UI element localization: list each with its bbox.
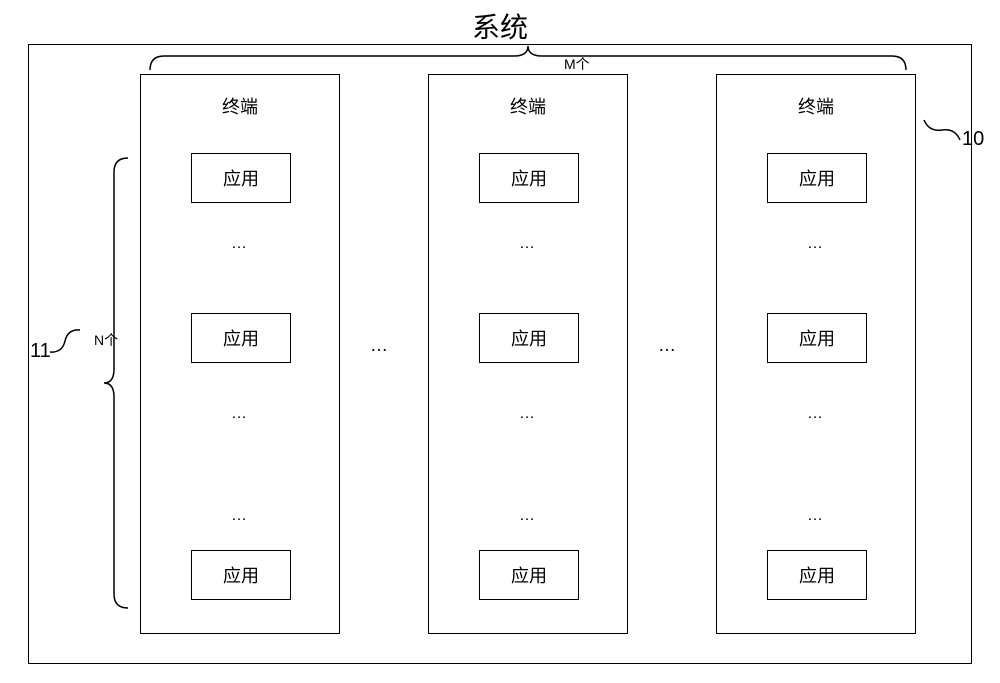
app-box: 应用 <box>767 550 867 600</box>
ellipsis-between-terminals: … <box>658 335 678 356</box>
ref-11-label: 11 <box>30 340 51 363</box>
terminal-box: 终端应用应用应用……… <box>428 74 628 634</box>
ellipsis-between-terminals: … <box>370 335 390 356</box>
terminal-label: 终端 <box>717 93 915 119</box>
ellipsis-in-terminal: … <box>429 405 627 423</box>
terminal-box: 终端应用应用应用……… <box>140 74 340 634</box>
terminal-label: 终端 <box>429 93 627 119</box>
terminal-label: 终端 <box>141 93 339 119</box>
app-box: 应用 <box>767 313 867 363</box>
terminal-box: 终端应用应用应用……… <box>716 74 916 634</box>
app-box: 应用 <box>479 153 579 203</box>
system-title: 系统 <box>0 6 1000 46</box>
ellipsis-in-terminal: … <box>141 405 339 423</box>
diagram-canvas: 系统 M个 N个 终端应用应用应用………终端应用应用应用………终端应用应用应用…… <box>0 0 1000 683</box>
ellipsis-in-terminal: … <box>429 507 627 525</box>
app-box: 应用 <box>479 550 579 600</box>
n-count-label: N个 <box>94 330 118 350</box>
ellipsis-in-terminal: … <box>717 507 915 525</box>
ellipsis-in-terminal: … <box>717 405 915 423</box>
app-box: 应用 <box>191 153 291 203</box>
ref-10-label: 10 <box>962 128 984 151</box>
app-box: 应用 <box>191 550 291 600</box>
ellipsis-in-terminal: … <box>141 507 339 525</box>
ellipsis-in-terminal: … <box>141 235 339 253</box>
app-box: 应用 <box>479 313 579 363</box>
ellipsis-in-terminal: … <box>429 235 627 253</box>
app-box: 应用 <box>191 313 291 363</box>
ellipsis-in-terminal: … <box>717 235 915 253</box>
m-count-label: M个 <box>564 54 590 74</box>
app-box: 应用 <box>767 153 867 203</box>
